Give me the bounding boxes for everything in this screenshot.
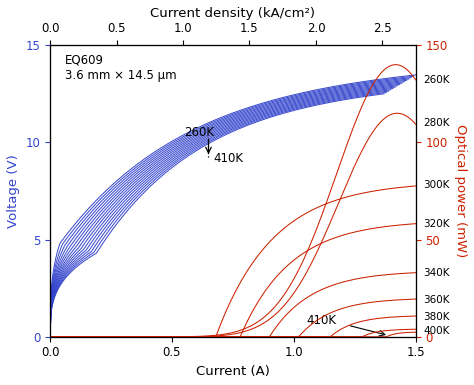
Text: 280K: 280K	[423, 118, 449, 128]
Text: 300K: 300K	[423, 180, 449, 190]
Y-axis label: Voltage (V): Voltage (V)	[7, 154, 20, 228]
Text: 360K: 360K	[423, 295, 449, 305]
Y-axis label: Optical power (mW): Optical power (mW)	[454, 124, 467, 258]
Text: 380K: 380K	[423, 312, 449, 322]
X-axis label: Current density (kA/cm²): Current density (kA/cm²)	[150, 7, 315, 20]
Text: 340K: 340K	[423, 268, 449, 278]
Text: 410K: 410K	[213, 152, 243, 165]
Text: 400K: 400K	[423, 326, 449, 336]
Text: EQ609
3.6 mm × 14.5 μm: EQ609 3.6 mm × 14.5 μm	[65, 54, 176, 82]
Text: 260K: 260K	[184, 126, 214, 139]
Text: 410K: 410K	[306, 314, 336, 327]
X-axis label: Current (A): Current (A)	[196, 365, 270, 378]
Text: 260K: 260K	[423, 75, 449, 85]
Text: 320K: 320K	[423, 219, 449, 229]
